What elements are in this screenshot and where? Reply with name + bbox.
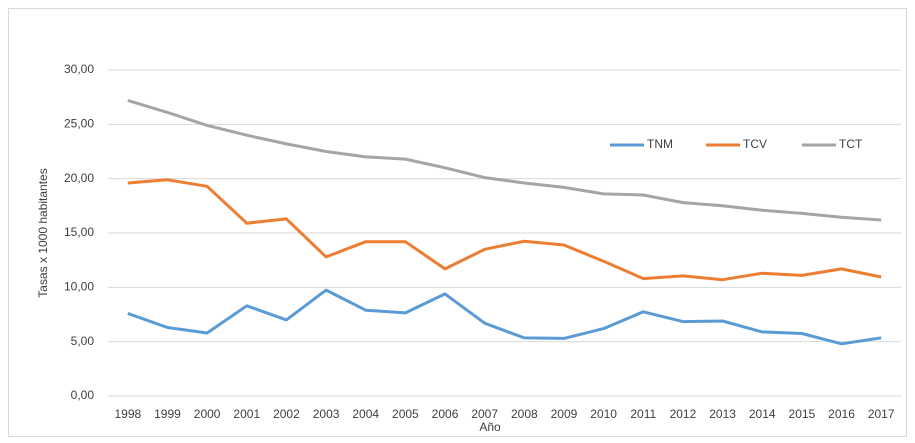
x-tick-label: 2006 bbox=[432, 407, 459, 421]
x-tick-label: 2011 bbox=[630, 407, 656, 421]
y-tick-label: 25,00 bbox=[64, 117, 94, 131]
x-axis-label: Año bbox=[479, 420, 501, 434]
x-tick-label: 2013 bbox=[709, 407, 736, 421]
x-tick-label: 2005 bbox=[392, 407, 419, 421]
x-tick-label: 2009 bbox=[551, 407, 578, 421]
x-tick-label: 2017 bbox=[868, 407, 895, 421]
y-tick-label: 0,00 bbox=[71, 388, 95, 402]
x-tick-label: 1999 bbox=[154, 407, 181, 421]
line-series bbox=[127, 98, 882, 222]
line-series bbox=[127, 178, 882, 282]
x-tick-label: 2000 bbox=[194, 407, 221, 421]
x-tick-label: 2003 bbox=[313, 407, 340, 421]
chart-border bbox=[8, 8, 907, 437]
y-tick-label: 10,00 bbox=[64, 280, 94, 294]
y-tick-label: 30,00 bbox=[64, 62, 94, 76]
x-tick-label: 2010 bbox=[590, 407, 617, 421]
x-tick-label: 2012 bbox=[670, 407, 697, 421]
x-tick-label: 2008 bbox=[511, 407, 538, 421]
x-tick-label: 1998 bbox=[114, 407, 141, 421]
y-axis-label: Tasas x 1000 habitantes bbox=[36, 168, 50, 297]
x-tick-label: 2002 bbox=[273, 407, 300, 421]
x-tick-label: 2001 bbox=[233, 407, 260, 421]
line-series bbox=[127, 288, 882, 346]
legend-label: TCT bbox=[839, 137, 863, 151]
y-tick-label: 20,00 bbox=[64, 171, 94, 185]
y-tick-label: 15,00 bbox=[64, 225, 94, 239]
x-tick-label: 2007 bbox=[471, 407, 498, 421]
y-tick-label: 5,00 bbox=[71, 334, 95, 348]
x-tick-label: 2015 bbox=[789, 407, 816, 421]
x-tick-label: 2016 bbox=[828, 407, 855, 421]
x-tick-label: 2014 bbox=[749, 407, 776, 421]
x-tick-label: 2004 bbox=[352, 407, 379, 421]
legend-label: TNM bbox=[647, 137, 673, 151]
legend-label: TCV bbox=[743, 137, 767, 151]
